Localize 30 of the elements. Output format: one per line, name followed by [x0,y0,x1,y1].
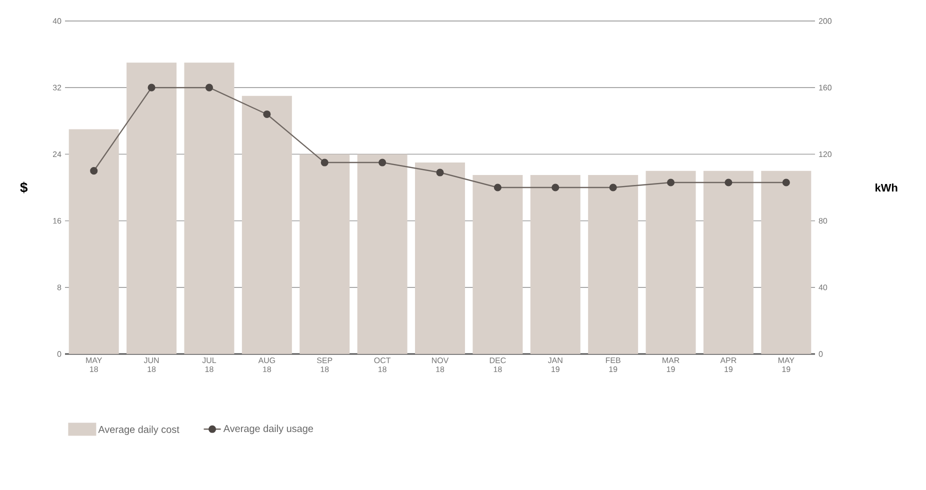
bar [184,62,234,354]
bar [68,129,119,354]
point [782,178,790,186]
bar [646,170,696,354]
bar [703,170,754,354]
legend-label: Average daily cost [98,426,180,435]
bar [761,170,812,354]
point [90,167,98,175]
point [378,158,386,166]
point [320,158,328,166]
legend-label: Average daily usage [223,424,314,434]
bar [588,175,638,354]
point [552,184,560,192]
bar [126,62,177,354]
bar [472,175,523,354]
y2-axis-title: kWh [876,184,898,192]
bar [242,96,292,354]
point [609,184,617,192]
bar [415,162,466,354]
bar [530,175,580,354]
bar [357,154,408,354]
point [724,178,732,186]
point [148,84,156,92]
point [436,168,444,176]
point [263,110,271,118]
point [666,178,675,186]
bar [300,154,350,354]
y-axis-title: $ [20,182,28,194]
point [494,184,502,192]
point [205,84,214,92]
